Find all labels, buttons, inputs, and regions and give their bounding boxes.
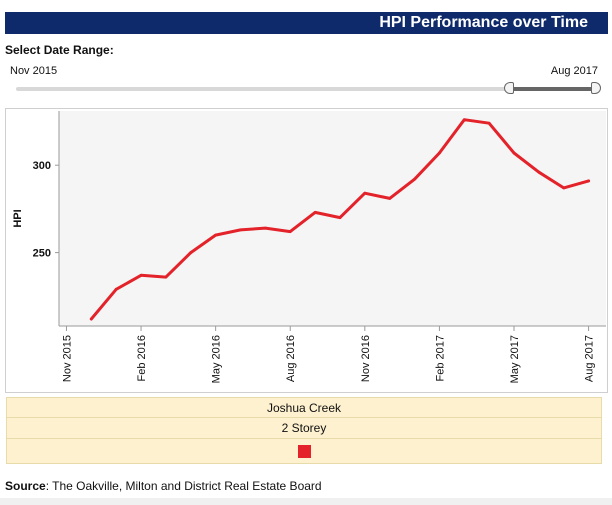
legend-swatch	[298, 445, 311, 458]
title-bar: HPI Performance over Time	[5, 12, 608, 34]
data-point	[338, 216, 342, 220]
data-point	[263, 226, 267, 230]
hpi-chart: 250 300 HPI Nov 2015 Feb 2016 May 2016 Aug 201…	[5, 108, 608, 393]
x-tick-label: May 2017	[509, 335, 521, 383]
bottom-strip	[0, 498, 612, 505]
data-point	[462, 118, 466, 122]
date-range-label: Select Date Range:	[5, 43, 114, 57]
page-title: HPI Performance over Time	[379, 14, 588, 31]
y-axis-title: HPI	[12, 209, 24, 227]
data-point	[189, 251, 193, 254]
range-start-label: Nov 2015	[10, 65, 58, 77]
data-point	[587, 179, 590, 183]
data-point	[537, 170, 541, 174]
data-point	[313, 210, 317, 214]
x-tick-label: Nov 2016	[360, 335, 372, 382]
plot-area	[59, 111, 606, 326]
y-tick-label: 250	[33, 248, 51, 260]
data-point	[214, 233, 218, 237]
data-point	[413, 177, 416, 181]
data-point	[438, 151, 441, 155]
x-tick-label: Feb 2017	[434, 335, 446, 381]
data-point	[388, 196, 392, 200]
legend-region-label: Joshua Creek	[266, 401, 342, 415]
legend-region: Joshua Creek	[6, 397, 602, 418]
x-tick-label: Nov 2015	[61, 335, 73, 382]
y-tick-label: 300	[33, 160, 51, 172]
data-point	[164, 275, 168, 279]
source-label: Source	[5, 479, 46, 493]
date-range-slider-track[interactable]	[16, 87, 600, 91]
data-point	[114, 287, 118, 291]
legend-housing-type: 2 Storey	[6, 418, 602, 439]
data-point	[288, 230, 292, 234]
data-point	[363, 191, 367, 195]
legend-housing-type-label: 2 Storey	[281, 421, 327, 435]
data-point	[139, 273, 143, 277]
data-point	[239, 228, 242, 232]
date-range-slider-selection[interactable]	[508, 87, 596, 91]
data-point	[562, 186, 566, 190]
legend-swatch-row	[6, 439, 602, 464]
range-end-label: Aug 2017	[550, 65, 598, 77]
data-point	[487, 121, 491, 125]
hpi-line-chart: 250 300 HPI Nov 2015 Feb 2016 May 2016 Aug 201…	[12, 111, 606, 383]
x-tick-label: May 2016	[211, 335, 223, 383]
data-point	[512, 151, 516, 155]
range-start-handle[interactable]	[504, 82, 514, 94]
range-end-handle[interactable]	[591, 82, 601, 94]
x-tick-label: Aug 2016	[285, 335, 297, 382]
source-text: : The Oakville, Milton and District Real…	[45, 479, 322, 493]
x-tick-label: Aug 2017	[584, 335, 596, 382]
x-tick-label: Feb 2016	[136, 335, 148, 381]
source-note: Source: The Oakville, Milton and Distric…	[5, 479, 322, 493]
data-point	[89, 317, 93, 321]
